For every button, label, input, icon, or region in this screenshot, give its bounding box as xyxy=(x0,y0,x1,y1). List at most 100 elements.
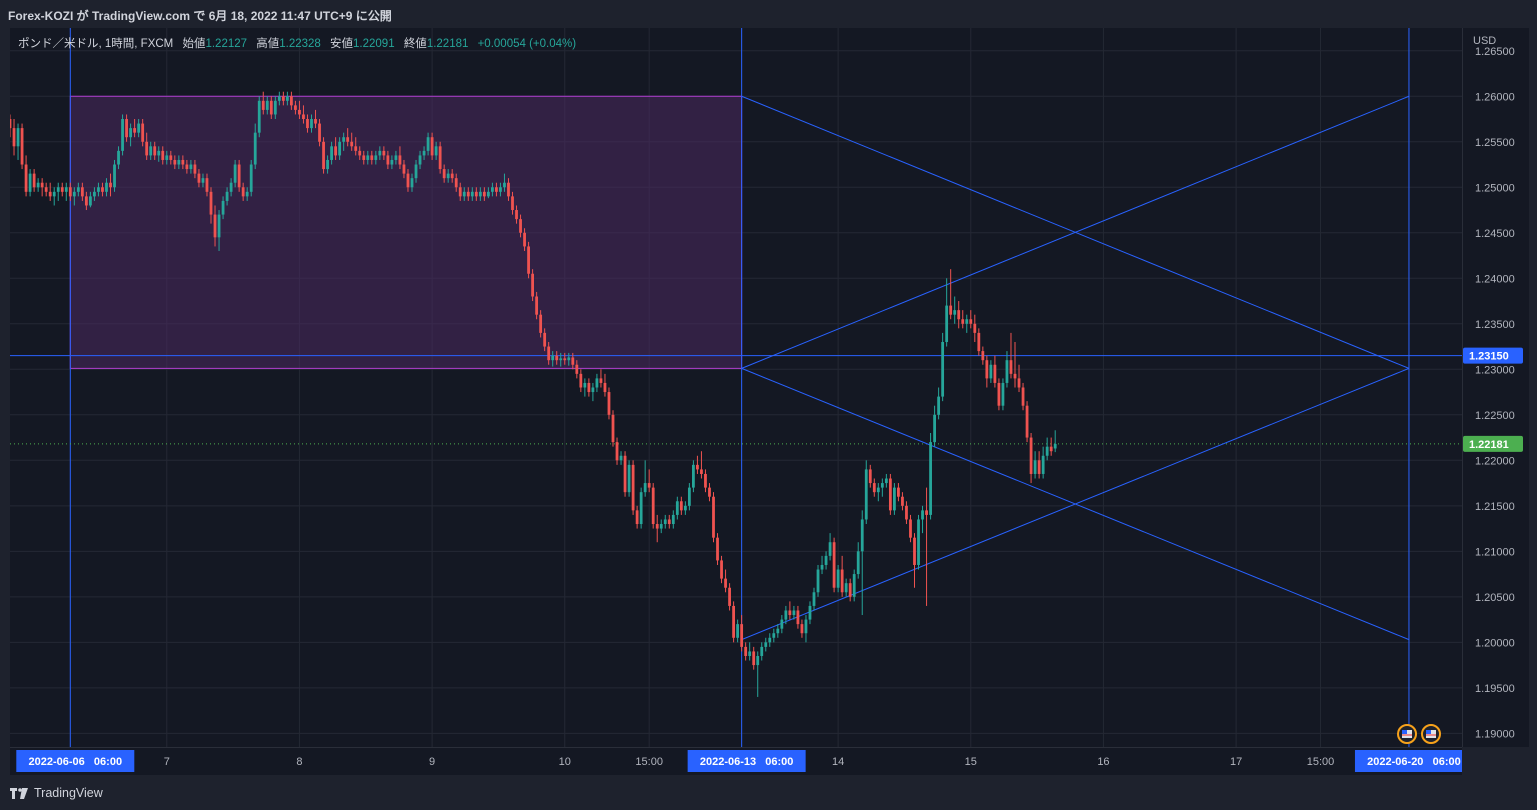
candle-body xyxy=(358,150,362,156)
candle-body xyxy=(165,155,169,160)
candle xyxy=(848,578,852,602)
candle-body xyxy=(350,141,354,147)
candle xyxy=(989,360,993,383)
candle-body xyxy=(221,200,225,215)
candle-body xyxy=(24,164,28,192)
time-axis[interactable]: 2022-06-06 06:00 7 8 9 10 15:00 2022-06-13 06:… xyxy=(10,747,1473,775)
candle-body xyxy=(888,478,892,511)
candle xyxy=(173,155,177,170)
candle-body xyxy=(330,146,333,160)
candle-body xyxy=(277,96,281,101)
candle-body xyxy=(732,605,735,638)
candle-body xyxy=(808,605,812,620)
candle xyxy=(354,137,358,156)
candle-body xyxy=(374,155,378,160)
candle xyxy=(1009,332,1013,379)
candle-body xyxy=(101,187,104,192)
candle xyxy=(462,187,466,201)
candle xyxy=(1001,378,1005,411)
time-tick-label: 8 xyxy=(296,756,302,768)
candle xyxy=(1021,382,1025,411)
candle-body xyxy=(623,455,627,493)
price-marker-label: 1.23150 xyxy=(1469,351,1509,363)
candle-body xyxy=(486,191,490,197)
chart-plot-area[interactable] xyxy=(10,28,1462,747)
candle xyxy=(897,483,900,502)
candle-body xyxy=(209,191,213,215)
candle xyxy=(326,155,329,174)
time-marker-badge xyxy=(1354,750,1473,772)
candle-body xyxy=(294,105,297,110)
candle-body xyxy=(844,583,848,593)
candle-body xyxy=(728,587,731,606)
candle xyxy=(567,352,571,366)
candle xyxy=(68,182,72,201)
candle xyxy=(836,564,840,593)
candle xyxy=(418,150,422,170)
candle xyxy=(880,478,884,497)
candle-body xyxy=(828,542,832,556)
price-axis[interactable]: USD 1.26500 1.26000 1.25500 1.25000 1.24500 1.… xyxy=(1462,28,1529,747)
candle-body xyxy=(273,100,277,115)
economic-event-flag-icon[interactable] xyxy=(1397,724,1417,744)
candle xyxy=(121,114,124,156)
candle-body xyxy=(253,132,257,165)
candle xyxy=(117,146,120,170)
candle xyxy=(901,492,904,511)
candle-body xyxy=(671,514,675,525)
candle-body xyxy=(683,505,687,511)
candlestick-chart[interactable] xyxy=(10,28,1462,747)
candle-body xyxy=(704,473,707,488)
candle xyxy=(1005,351,1009,388)
candle-body xyxy=(482,191,486,197)
candle-body xyxy=(189,164,193,170)
candle-body xyxy=(36,182,40,188)
candle xyxy=(169,150,173,165)
candle xyxy=(334,137,338,160)
tradingview-brand[interactable]: TradingView xyxy=(10,786,103,800)
candle-body xyxy=(876,487,880,493)
candle-body xyxy=(173,159,177,165)
candle-body xyxy=(213,214,217,238)
price-tick-label: 1.24500 xyxy=(1475,228,1515,240)
candle-body xyxy=(1037,460,1041,474)
candle-body xyxy=(953,310,957,315)
candle xyxy=(651,483,655,529)
candle-body xyxy=(852,574,856,597)
legend-high-value: 1.22328 xyxy=(279,38,321,50)
candle xyxy=(796,605,800,629)
candle-body xyxy=(776,628,780,634)
time-marker-label: 2022-06-20 06:00 xyxy=(1367,756,1461,768)
candle xyxy=(740,615,744,652)
candle xyxy=(157,146,161,162)
candle xyxy=(696,455,699,474)
candle-body xyxy=(897,487,900,497)
candle-body xyxy=(225,191,229,201)
candle xyxy=(350,132,354,151)
candle-body xyxy=(981,351,985,361)
price-marker-badge xyxy=(1463,435,1523,452)
candle-body xyxy=(169,155,173,160)
candle-body xyxy=(442,169,446,179)
candle-body xyxy=(603,382,607,393)
candle xyxy=(941,332,945,402)
candle xyxy=(623,451,627,497)
time-marker-badge xyxy=(687,750,806,772)
candle xyxy=(277,91,281,106)
candle-body xyxy=(977,332,981,352)
candle-body xyxy=(595,378,599,388)
candle xyxy=(398,146,402,170)
candle-body xyxy=(382,150,386,156)
event-icon-flag-canton xyxy=(1426,730,1431,734)
candle-body xyxy=(93,191,96,197)
candle xyxy=(659,519,663,534)
candle xyxy=(261,91,265,115)
candle-body xyxy=(720,560,723,579)
candle xyxy=(700,451,703,479)
candle-body xyxy=(655,524,659,529)
trend-line xyxy=(741,95,1410,369)
candle xyxy=(330,141,333,165)
publication-header: Forex-KOZI が TradingView.com で 6月 18, 20… xyxy=(0,0,1537,28)
economic-event-flag-icon[interactable] xyxy=(1421,724,1441,744)
candle xyxy=(587,378,591,397)
